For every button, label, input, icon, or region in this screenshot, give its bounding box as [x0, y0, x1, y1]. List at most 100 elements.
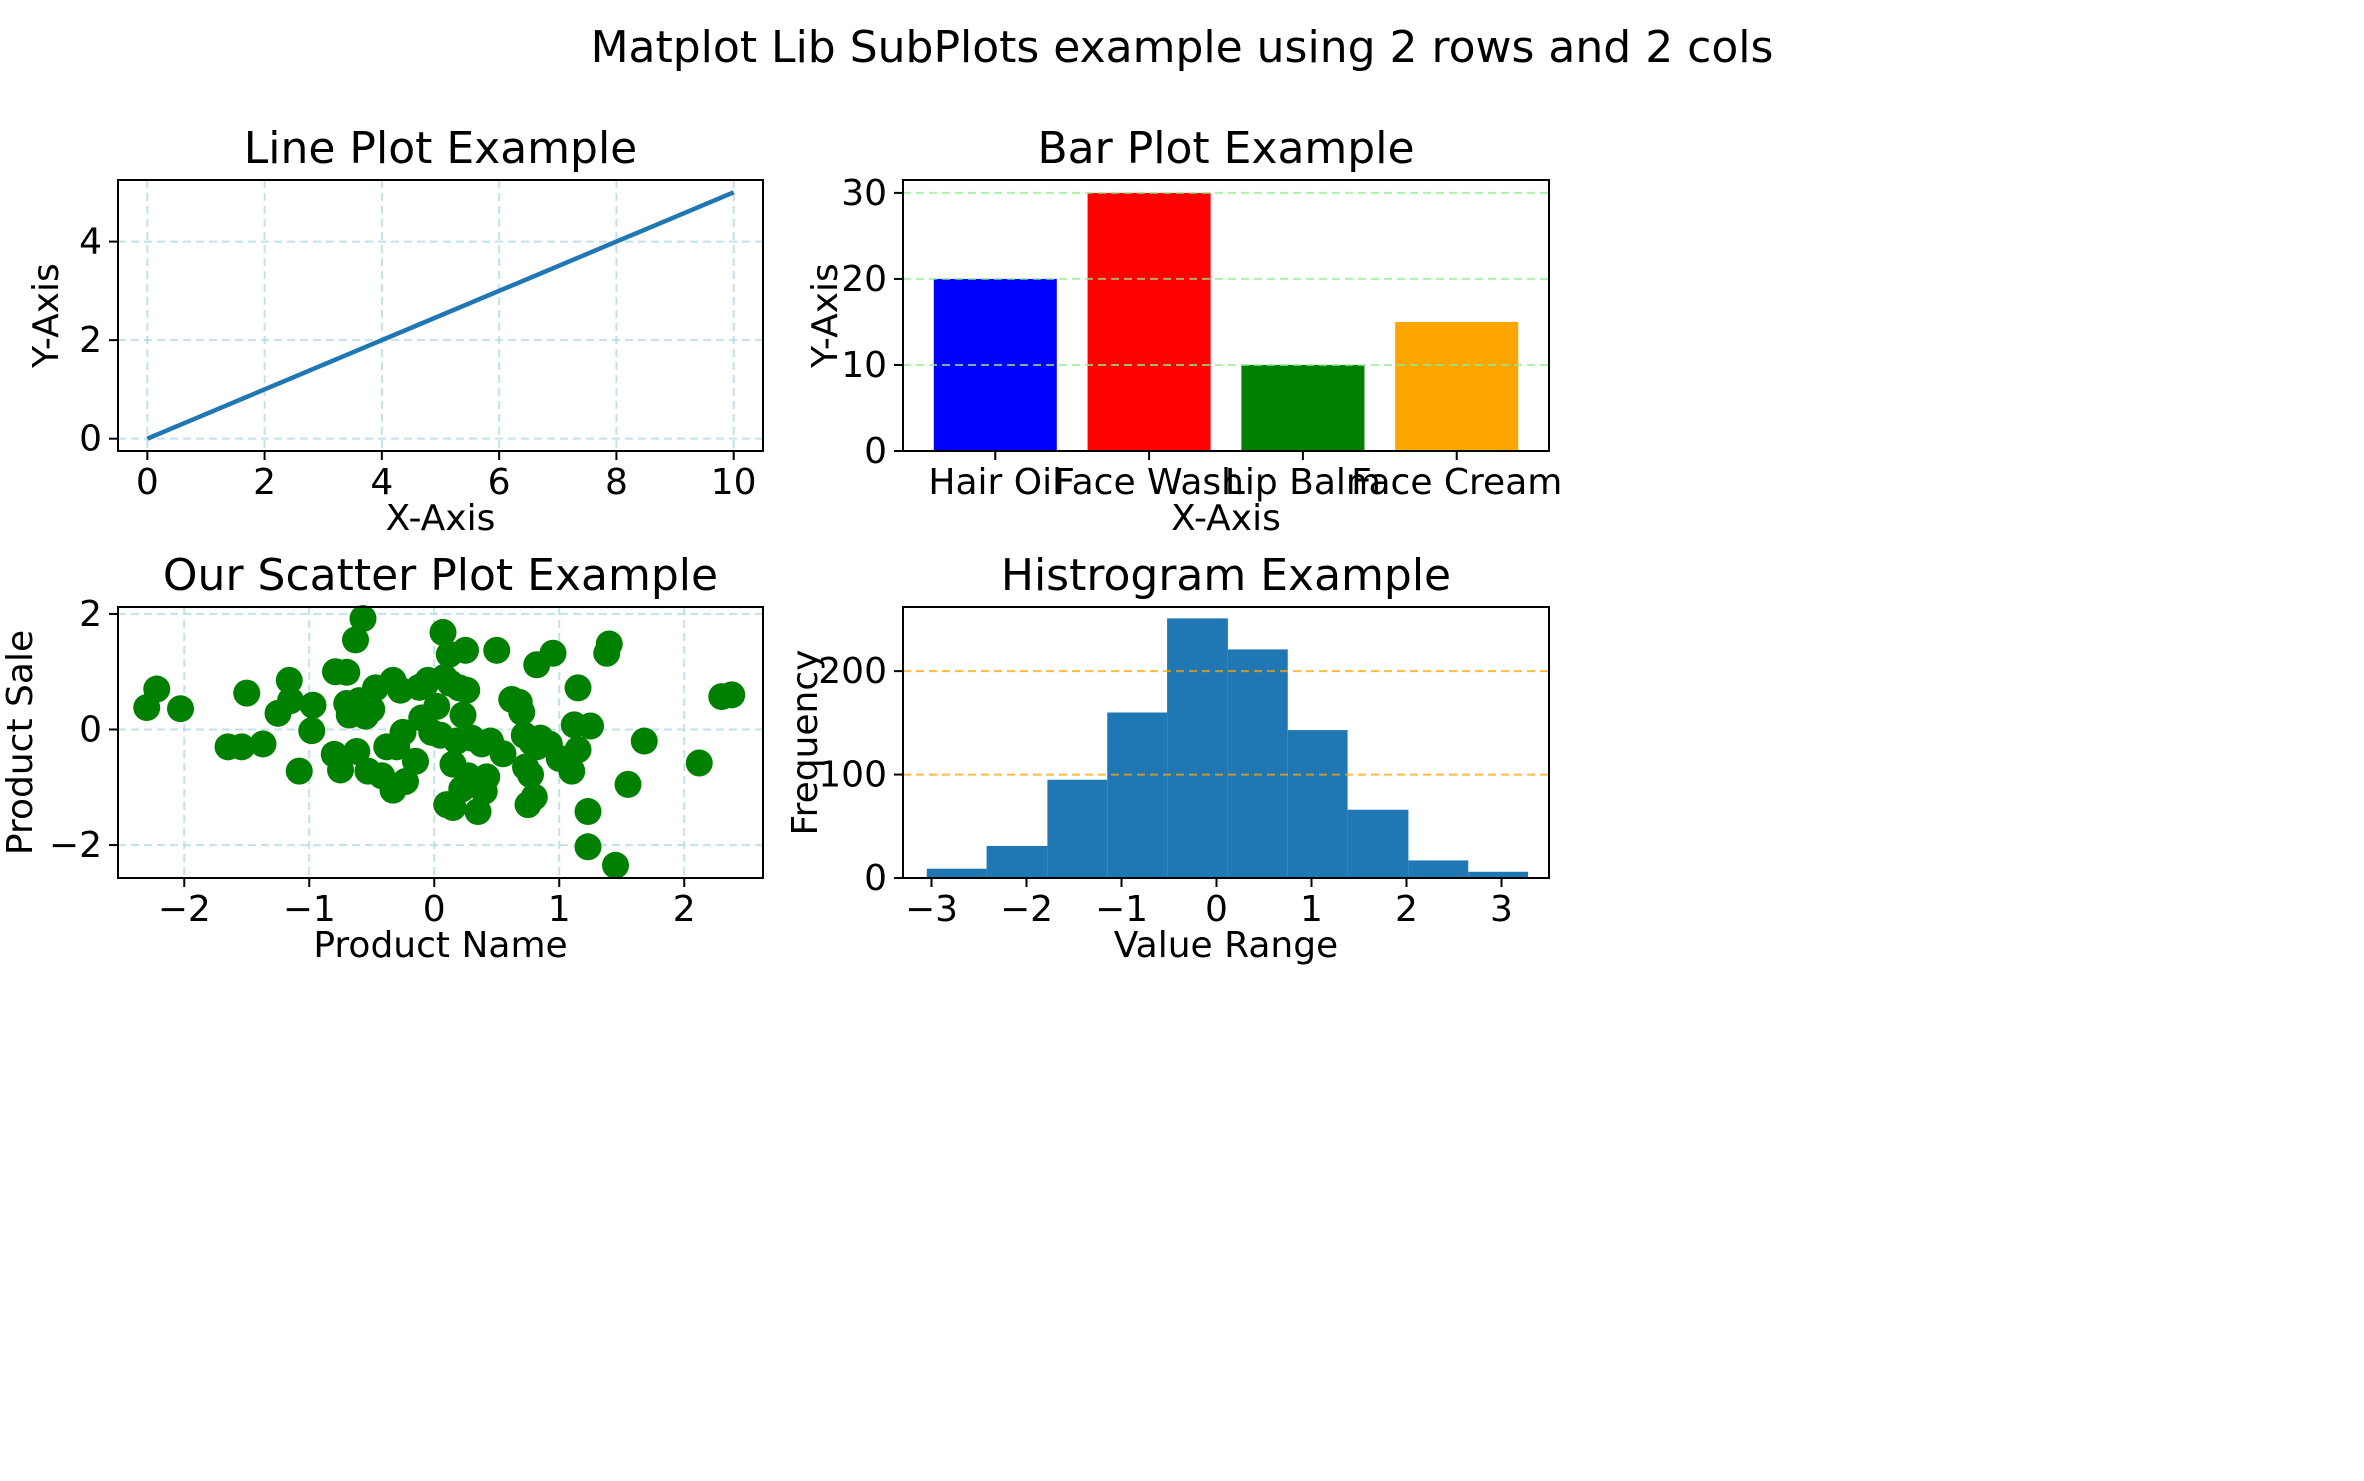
histogram-bar: [1408, 860, 1469, 878]
x-tick-label: 1: [548, 889, 571, 930]
chart-title: Bar Plot Example: [1037, 123, 1414, 174]
scatter-point: [574, 798, 602, 826]
x-tick-label: 3: [1490, 889, 1513, 930]
x-tick-label: 2: [253, 462, 276, 503]
scatter-point: [275, 666, 303, 694]
scatter-point: [595, 630, 623, 658]
scatter-point: [233, 679, 261, 707]
scatter-point: [630, 727, 658, 755]
chart-title: Histrogram Example: [1001, 550, 1451, 601]
scatter-point: [574, 833, 602, 861]
scatter-point: [452, 636, 479, 664]
scatter-point: [285, 757, 313, 785]
axes-frame: [902, 179, 1550, 452]
scatter-point: [564, 736, 592, 764]
scatter-point: [299, 691, 327, 719]
axes-frame: [117, 606, 764, 879]
x-tick-label: 2: [1395, 889, 1418, 930]
y-tick-label: 2: [79, 594, 102, 635]
y-tick-label: 0: [864, 431, 887, 472]
scatter-point: [602, 851, 629, 879]
scatter-point: [349, 605, 377, 633]
y-axis-label: Frequency: [785, 650, 826, 836]
y-tick-label: 4: [79, 222, 102, 263]
scatter-point: [402, 747, 429, 775]
scatter-point: [228, 733, 256, 761]
scatter-point: [333, 658, 361, 686]
scatter-point: [453, 676, 481, 704]
scatter-point: [423, 692, 451, 720]
y-tick-label: 30: [841, 173, 887, 214]
histogram-bar: [986, 845, 1048, 878]
bar: [1395, 321, 1519, 451]
chart-title: Line Plot Example: [244, 123, 638, 174]
x-axis-label: X-Axis: [386, 498, 496, 539]
x-tick-label: −3: [905, 889, 958, 930]
x-axis-label: Value Range: [1114, 925, 1338, 966]
x-tick-label: Face Wash: [1054, 462, 1244, 503]
x-axis-label: X-Axis: [1171, 498, 1281, 539]
y-tick-label: −2: [49, 825, 102, 866]
x-tick-label: 4: [370, 462, 393, 503]
y-tick-label: 10: [841, 345, 887, 386]
scatter-point: [718, 681, 746, 709]
scatter-point: [685, 749, 713, 777]
x-tick-label: Lip Balm: [1225, 462, 1381, 503]
histogram-plot: Histrogram Example Value Range Frequency −3…: [785, 550, 1550, 966]
scatter-point: [143, 675, 171, 703]
scatter-point: [517, 761, 544, 789]
scatter-point: [558, 757, 586, 785]
y-tick-label: 0: [864, 858, 887, 899]
figure-suptitle: Matplot Lib SubPlots example using 2 row…: [591, 22, 1774, 73]
scatter-point: [508, 698, 536, 726]
x-tick-label: Hair Oil: [928, 462, 1062, 503]
histogram-bar: [1468, 871, 1529, 878]
y-tick-label: 0: [79, 419, 102, 460]
scatter-plot: Our Scatter Plot Example Product Name Prod…: [0, 550, 764, 966]
x-axis-label: Product Name: [313, 925, 567, 966]
scatter-point: [614, 770, 642, 798]
y-tick-label: 100: [818, 755, 887, 796]
x-tick-label: 0: [423, 889, 446, 930]
scatter-point: [473, 763, 501, 791]
histogram-bar: [926, 868, 987, 878]
x-tick-label: 0: [136, 462, 159, 503]
scatter-point: [429, 618, 457, 646]
scatter-point: [539, 639, 567, 667]
scatter-point: [392, 768, 419, 796]
scatter-point: [298, 717, 326, 745]
y-tick-label: 0: [79, 709, 102, 750]
scatter-point: [577, 712, 604, 740]
x-tick-label: 8: [605, 462, 628, 503]
x-tick-label: 10: [711, 462, 757, 503]
scatter-point: [520, 783, 548, 811]
y-tick-label: 20: [841, 259, 887, 300]
scatter-point: [167, 695, 194, 723]
y-tick-label: 2: [79, 320, 102, 361]
chart-title: Our Scatter Plot Example: [163, 550, 718, 601]
y-axis-label: Y-Axis: [805, 263, 846, 369]
x-tick-label: −1: [283, 889, 336, 930]
bar: [1087, 192, 1211, 451]
line-series: [146, 190, 735, 441]
scatter-point: [249, 730, 277, 758]
y-axis-label: Y-Axis: [26, 263, 67, 369]
axes-frame: [117, 179, 764, 452]
histogram-bar: [1287, 730, 1348, 878]
scatter-point: [343, 737, 371, 765]
y-tick-label: 200: [818, 651, 887, 692]
bar: [1241, 364, 1365, 451]
scatter-point: [327, 756, 354, 784]
scatter-point: [483, 636, 511, 664]
histogram-bar: [1107, 712, 1168, 878]
x-tick-label: −2: [158, 889, 211, 930]
x-tick-label: 0: [1205, 889, 1228, 930]
y-axis-label: Product Sale: [0, 630, 41, 855]
x-tick-label: 6: [488, 462, 511, 503]
histogram-bar: [1347, 809, 1409, 878]
histogram-bar: [1167, 618, 1228, 878]
x-tick-label: 2: [673, 889, 696, 930]
x-tick-label: Face Cream: [1351, 462, 1562, 503]
